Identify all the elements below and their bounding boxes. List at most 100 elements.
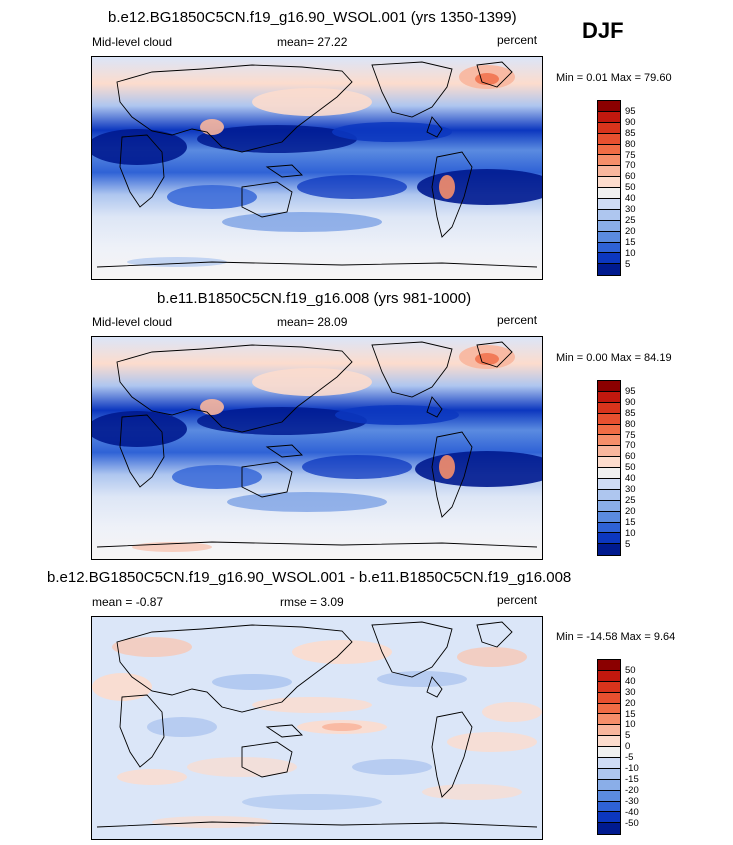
colorbar-swatch (598, 413, 620, 425)
colorbar-tick-label: 40 (625, 473, 636, 485)
colorbar-swatch (598, 446, 620, 458)
colorbar-tick-label: 10 (625, 527, 636, 539)
colorbar-swatch (598, 489, 620, 501)
colorbar-swatch (598, 133, 620, 145)
colorbar-swatch (598, 725, 620, 737)
colorbar-tick-label: 15 (625, 516, 636, 528)
colorbar-swatch (598, 692, 620, 704)
colorbar-tick-label: 85 (625, 127, 636, 139)
colorbar-swatch (598, 391, 620, 403)
colorbar-tick-label: 5 (625, 258, 631, 270)
colorbar-tick-label: 85 (625, 407, 636, 419)
colorbar-swatch (598, 381, 620, 392)
colorbar-swatch (598, 242, 620, 254)
panel-3-rmse-label: rmse = 3.09 (280, 595, 344, 609)
colorbar-swatch (598, 790, 620, 802)
colorbar-tick-label: 20 (625, 505, 636, 517)
colorbar-swatch (598, 768, 620, 780)
panel-1-units-label: percent (497, 33, 538, 47)
colorbar-swatch (598, 101, 620, 112)
panel-3-mean-label: mean = -0.87 (92, 595, 164, 609)
colorbar-tick-label: 25 (625, 214, 636, 226)
colorbar-swatch (598, 681, 620, 693)
colorbar-swatch (598, 736, 620, 748)
colorbar-swatch (598, 812, 620, 824)
colorbar-tick-label: 90 (625, 116, 636, 128)
colorbar-swatch (598, 166, 620, 178)
colorbar-swatch (598, 209, 620, 221)
colorbar-swatch (598, 703, 620, 715)
colorbar-swatch (598, 511, 620, 523)
colorbar-tick-label: 30 (625, 484, 636, 495)
colorbar-tick-label: -40 (625, 806, 639, 818)
colorbar-tick-label: 10 (625, 719, 636, 731)
colorbar-tick-label: 25 (625, 494, 636, 506)
colorbar-tick-label: 75 (625, 149, 636, 161)
panel-1-colorbar-swatches (597, 100, 621, 277)
colorbar-tick-label: -10 (625, 763, 639, 774)
colorbar-swatch (598, 544, 620, 556)
panel-3-minmax: Min = -14.58 Max = 9.64 (556, 631, 676, 643)
colorbar-swatch (598, 253, 620, 265)
colorbar-tick-label: 40 (625, 675, 636, 687)
panel-2-colorbar-swatches (597, 380, 621, 557)
colorbar-swatch (598, 144, 620, 156)
colorbar-tick-label: 30 (625, 204, 636, 215)
colorbar-swatch (598, 122, 620, 134)
panel-1-title: b.e12.BG1850C5CN.f19_g16.90_WSOL.001 (yr… (108, 9, 517, 26)
colorbar-tick-label: 80 (625, 418, 636, 430)
panel-3-units-label: percent (497, 593, 538, 607)
colorbar-swatch (598, 747, 620, 759)
colorbar-swatch (598, 670, 620, 682)
colorbar-swatch (598, 500, 620, 512)
colorbar-swatch (598, 479, 620, 490)
colorbar-swatch (598, 522, 620, 534)
colorbar-swatch (598, 424, 620, 436)
colorbar-tick-label: 70 (625, 440, 636, 452)
colorbar-swatch (598, 264, 620, 276)
colorbar-tick-label: 80 (625, 138, 636, 150)
colorbar-tick-label: 50 (625, 182, 636, 194)
panel-3-map (91, 616, 543, 840)
panel-2-mean-label: mean= 28.09 (277, 315, 348, 329)
panel-3-title: b.e12.BG1850C5CN.f19_g16.90_WSOL.001 - b… (47, 569, 572, 586)
colorbar-tick-label: 15 (625, 236, 636, 248)
colorbar-tick-label: 70 (625, 160, 636, 172)
colorbar-tick-label: 50 (625, 462, 636, 474)
colorbar-swatch (598, 402, 620, 414)
colorbar-tick-label: -5 (625, 752, 634, 764)
season-label: DJF (582, 18, 624, 43)
colorbar-tick-label: 0 (625, 741, 631, 753)
colorbar-tick-label: 95 (625, 385, 636, 397)
colorbar-tick-label: 60 (625, 171, 636, 183)
colorbar-swatch (598, 199, 620, 210)
colorbar-swatch (598, 457, 620, 469)
colorbar-tick-label: 75 (625, 429, 636, 441)
colorbar-swatch (598, 468, 620, 480)
colorbar-swatch (598, 758, 620, 769)
colorbar-tick-label: 20 (625, 697, 636, 709)
panel-1-minmax: Min = 0.01 Max = 79.60 (556, 72, 672, 84)
colorbar-tick-label: 30 (625, 686, 636, 698)
colorbar-tick-label: -30 (625, 795, 639, 807)
colorbar-tick-label: 90 (625, 396, 636, 408)
panel-1-field-label: Mid-level cloud (92, 35, 173, 49)
colorbar-swatch (598, 111, 620, 123)
colorbar-swatch (598, 823, 620, 835)
panel-3-colorbar-swatches (597, 659, 621, 836)
colorbar-tick-label: -20 (625, 784, 639, 796)
colorbar-swatch (598, 660, 620, 671)
colorbar-tick-label: 5 (625, 730, 631, 742)
colorbar-tick-label: 10 (625, 247, 636, 259)
colorbar-swatch (598, 155, 620, 167)
panel-1-mean-label: mean= 27.22 (277, 35, 348, 49)
colorbar-swatch (598, 714, 620, 726)
colorbar-swatch (598, 220, 620, 232)
panel-2-title: b.e11.B1850C5CN.f19_g16.008 (yrs 981-100… (157, 290, 472, 307)
colorbar-tick-label: 5 (625, 538, 631, 550)
colorbar-swatch (598, 533, 620, 545)
colorbar-tick-label: 95 (625, 105, 636, 117)
colorbar-tick-label: -50 (625, 817, 639, 829)
colorbar-swatch (598, 188, 620, 200)
colorbar-swatch (598, 177, 620, 189)
